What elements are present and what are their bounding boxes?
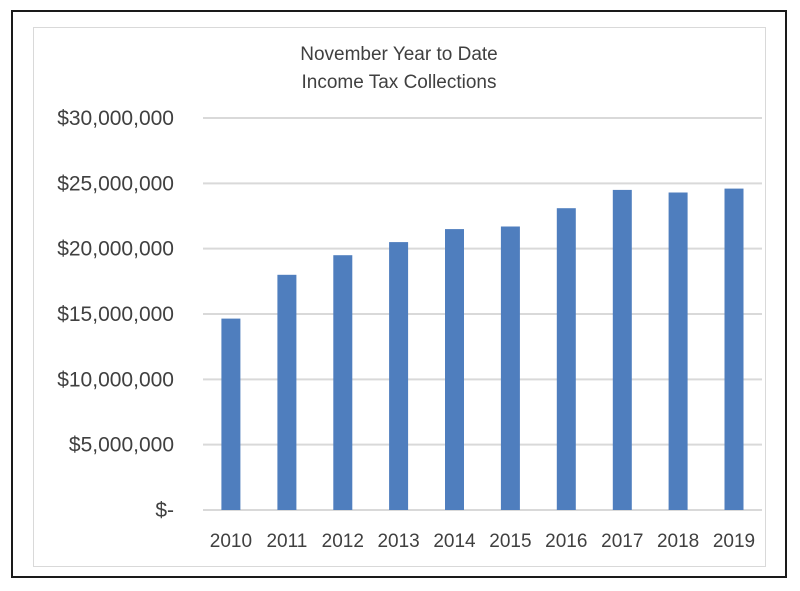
y-tick-label: $10,000,000 bbox=[57, 368, 174, 391]
x-category-label: 2018 bbox=[657, 531, 699, 552]
bar-2018 bbox=[668, 192, 688, 510]
y-tick-label: $- bbox=[155, 499, 174, 522]
x-category-label: 2019 bbox=[713, 531, 755, 552]
x-category-label: 2017 bbox=[601, 531, 643, 552]
x-category-label: 2015 bbox=[489, 531, 531, 552]
x-category-label: 2014 bbox=[433, 531, 476, 552]
x-category-label: 2016 bbox=[545, 531, 587, 552]
y-tick-label: $15,000,000 bbox=[57, 303, 174, 326]
bar-2010 bbox=[221, 318, 241, 510]
y-tick-label: $5,000,000 bbox=[69, 434, 174, 457]
bar-2011 bbox=[277, 274, 297, 510]
bars bbox=[221, 188, 744, 510]
x-axis-category-labels: 2010 2011 2012 2013 2014 2015 2016 2017 2018 2019 bbox=[210, 531, 755, 552]
chart-title: November Year to Date Income Tax Collect… bbox=[300, 44, 498, 93]
x-category-label: 2010 bbox=[210, 531, 252, 552]
bar-2015 bbox=[500, 226, 520, 510]
chart-title-line-1: November Year to Date bbox=[300, 44, 498, 65]
bar-2014 bbox=[445, 229, 464, 510]
y-tick-label: $30,000,000 bbox=[57, 107, 174, 130]
bar-2019 bbox=[724, 188, 744, 510]
x-category-label: 2012 bbox=[322, 531, 364, 552]
y-axis-tick-labels: $- $5,000,000 $10,000,000 $15,000,000 $20,00… bbox=[57, 107, 174, 522]
chart-title-line-2: Income Tax Collections bbox=[301, 72, 496, 93]
bar-2013 bbox=[389, 242, 409, 510]
y-tick-label: $25,000,000 bbox=[57, 172, 174, 195]
x-category-label: 2013 bbox=[377, 531, 419, 552]
bar-2017 bbox=[612, 189, 632, 510]
x-category-label: 2011 bbox=[266, 531, 307, 552]
y-tick-label: $20,000,000 bbox=[57, 238, 174, 261]
bar-2016 bbox=[556, 208, 576, 510]
bar-2012 bbox=[333, 255, 353, 510]
